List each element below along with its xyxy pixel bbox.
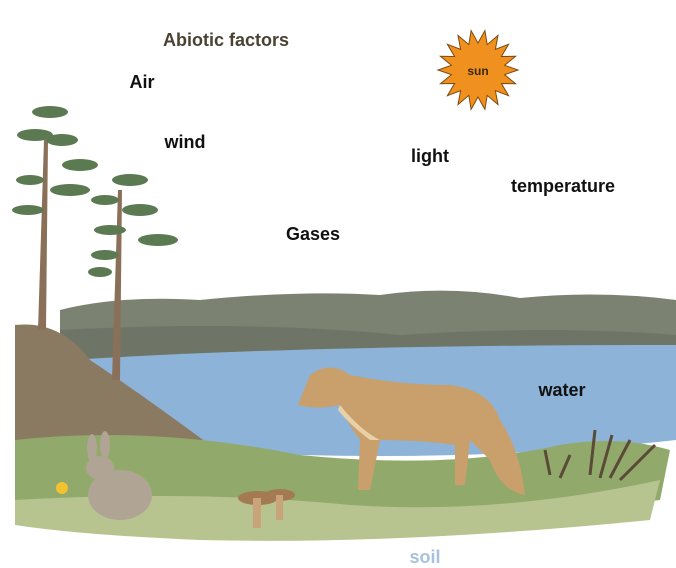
- diagram: sun Abiotic factors Air wind light tempe…: [0, 0, 676, 568]
- sun-label: sun: [467, 64, 488, 78]
- flower: [56, 482, 68, 494]
- page: sun Abiotic factors Air wind light tempe…: [0, 0, 676, 568]
- label-air: Air: [129, 72, 154, 92]
- label-water: water: [537, 380, 585, 400]
- label-gases: Gases: [286, 224, 340, 244]
- label-soil: soil: [409, 547, 440, 567]
- label-temperature: temperature: [511, 176, 615, 196]
- label-wind: wind: [164, 132, 206, 152]
- label-light: light: [411, 146, 449, 166]
- title: Abiotic factors: [163, 30, 289, 50]
